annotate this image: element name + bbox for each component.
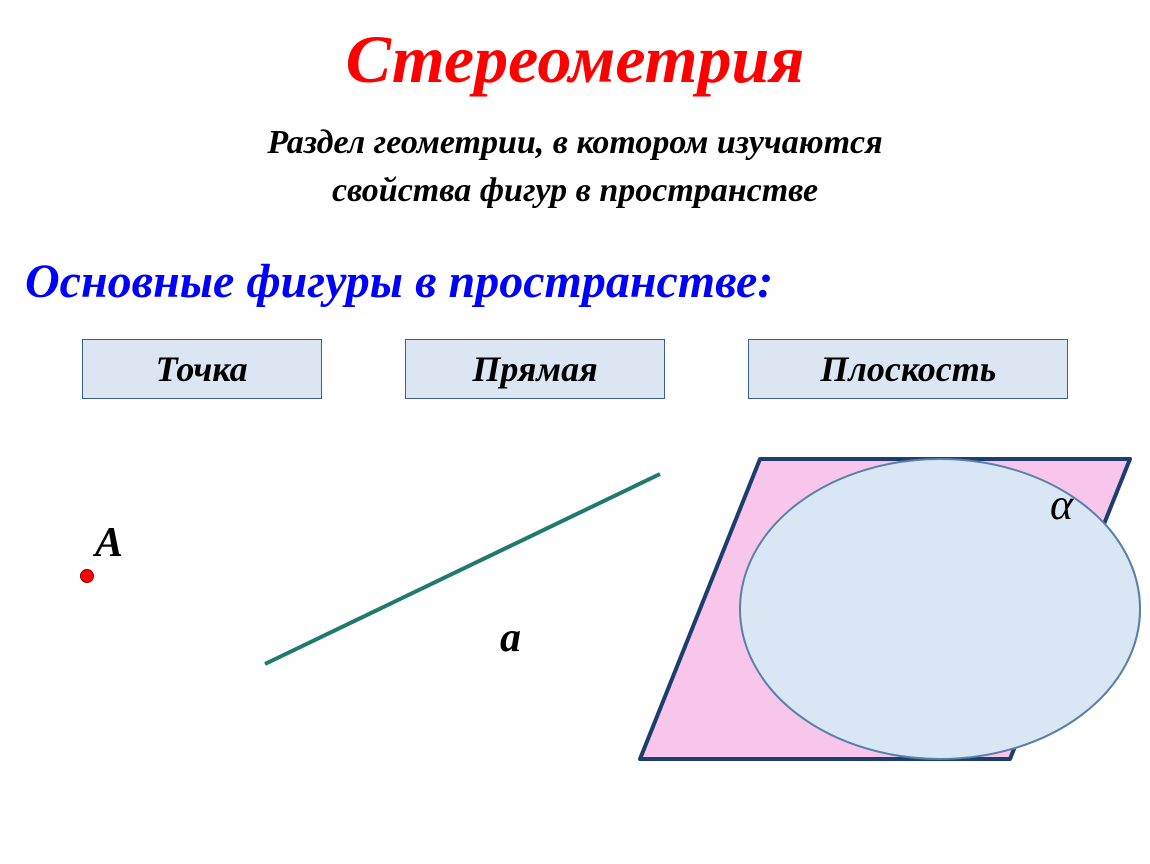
subtitle-line2: свойства фигур в пространстве — [332, 172, 818, 209]
label-box-plane: Плоскость — [748, 339, 1068, 399]
section-heading: Основные фигуры в пространстве: — [25, 254, 1150, 309]
page-title: Стереометрия — [0, 0, 1150, 99]
subtitle: Раздел геометрии, в котором изучаются св… — [0, 119, 1150, 214]
subtitle-line1: Раздел геометрии, в котором изучаются — [267, 124, 882, 161]
label-box-point: Точка — [82, 339, 322, 399]
figures-area: A a α — [0, 419, 1150, 779]
plane-figure — [0, 419, 1150, 779]
labels-row: Точка Прямая Плоскость — [0, 339, 1150, 399]
label-box-line: Прямая — [405, 339, 665, 399]
plane-label: α — [1050, 479, 1073, 530]
